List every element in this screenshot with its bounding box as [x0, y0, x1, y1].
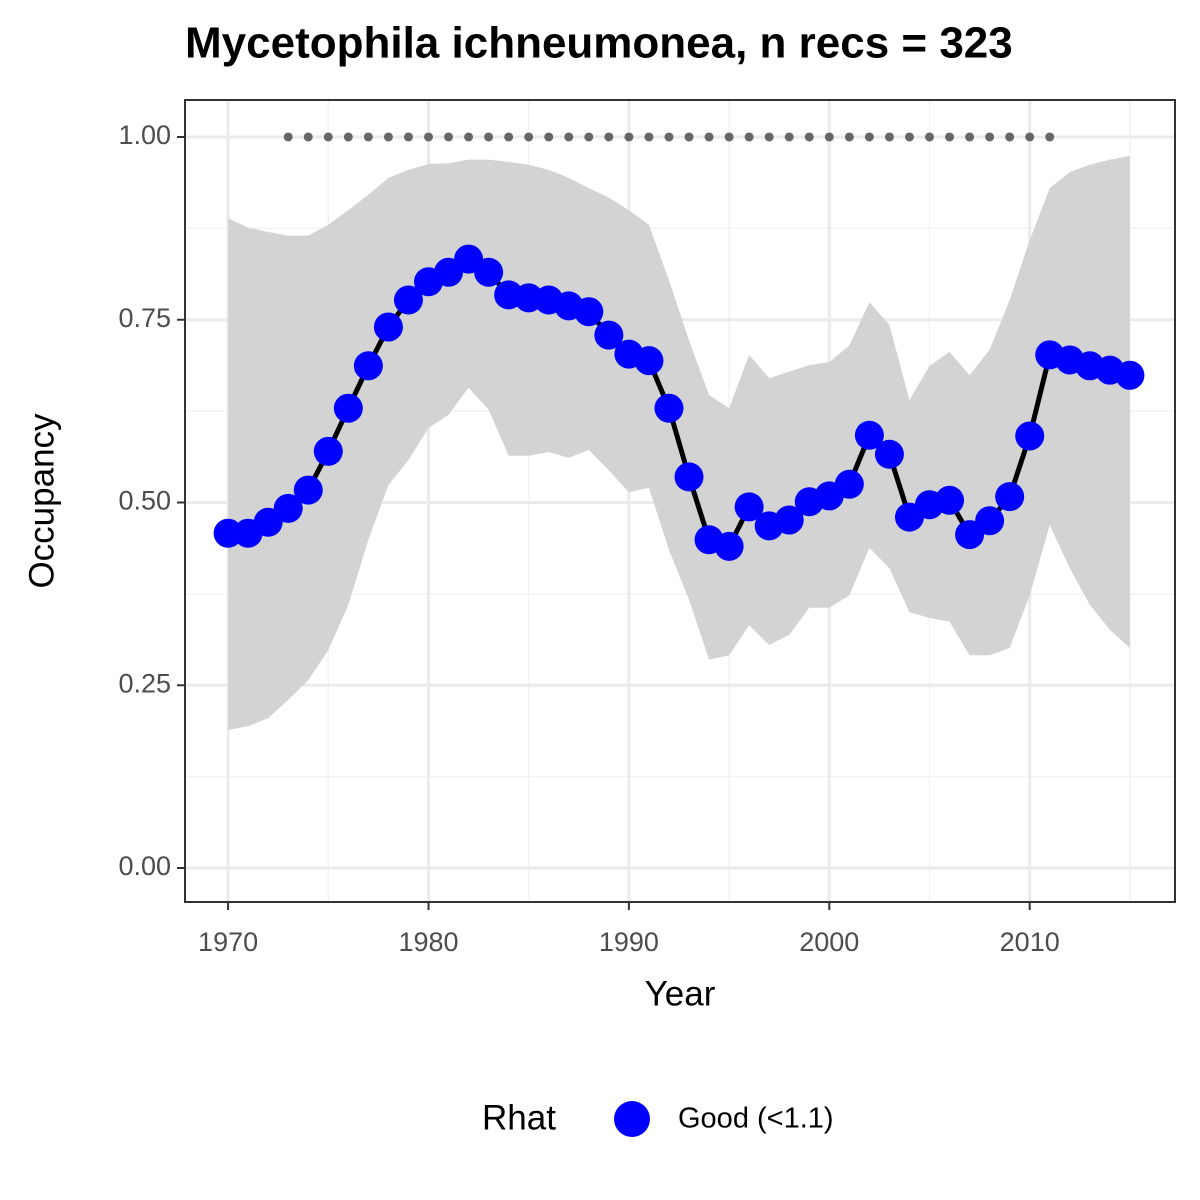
data-point	[674, 462, 704, 492]
data-point	[213, 518, 243, 548]
x-axis-title: Year	[645, 974, 716, 1013]
record-dot	[945, 132, 955, 142]
data-point	[834, 469, 864, 499]
record-dot	[904, 132, 914, 142]
data-point	[774, 505, 804, 535]
y-tick-label: 0.25	[118, 668, 171, 698]
x-tick-label: 2000	[799, 927, 859, 957]
chart-title: Mycetophila ichneumonea, n recs = 323	[185, 19, 1013, 68]
legend-title: Rhat	[482, 1098, 556, 1137]
data-point	[333, 393, 363, 423]
data-point	[353, 351, 383, 381]
data-point	[734, 492, 764, 522]
record-dot	[804, 132, 814, 142]
data-point	[935, 485, 965, 515]
record-dot	[303, 132, 313, 142]
record-dot	[644, 132, 654, 142]
record-dot	[864, 132, 874, 142]
record-dot	[524, 132, 534, 142]
record-dot	[764, 132, 774, 142]
data-point	[474, 257, 504, 287]
data-point	[393, 285, 423, 315]
record-dot	[985, 132, 995, 142]
data-point	[594, 320, 624, 350]
x-tick-label: 2010	[1000, 927, 1060, 957]
data-point	[1115, 360, 1145, 390]
data-point	[854, 420, 884, 450]
record-dot	[604, 132, 614, 142]
data-point	[975, 506, 1005, 536]
data-point	[714, 531, 744, 561]
y-tick-label: 0.00	[118, 851, 171, 881]
record-dot	[564, 132, 574, 142]
legend-key	[614, 1101, 650, 1137]
record-dot	[383, 132, 393, 142]
data-point	[654, 393, 684, 423]
record-dot	[784, 132, 794, 142]
record-dot	[544, 132, 554, 142]
data-point	[874, 439, 904, 469]
data-point	[995, 482, 1025, 512]
record-dot	[1005, 132, 1015, 142]
record-dot	[744, 132, 754, 142]
panel-border	[184, 99, 1176, 903]
data-point	[313, 436, 343, 466]
record-dot	[884, 132, 894, 142]
legend-label: Good (<1.1)	[678, 1103, 834, 1135]
record-dot	[484, 132, 494, 142]
record-dot	[824, 132, 834, 142]
y-tick-label: 0.75	[118, 303, 171, 333]
record-dot	[444, 132, 454, 142]
data-point	[293, 475, 323, 505]
y-axis-title: Occupancy	[22, 413, 61, 589]
record-dot	[684, 132, 694, 142]
record-dot	[423, 132, 433, 142]
y-tick-label: 0.50	[118, 486, 171, 516]
record-dot	[363, 132, 373, 142]
record-dot	[724, 132, 734, 142]
record-dot	[343, 132, 353, 142]
record-dot	[584, 132, 594, 142]
x-tick-label: 1990	[599, 927, 659, 957]
record-dot	[844, 132, 854, 142]
x-tick-label: 1970	[198, 927, 258, 957]
record-dot	[704, 132, 714, 142]
record-dot	[1045, 132, 1055, 142]
data-point	[634, 346, 664, 376]
record-dot	[925, 132, 935, 142]
record-dot	[403, 132, 413, 142]
data-point	[273, 493, 303, 523]
record-dot	[323, 132, 333, 142]
record-dot	[504, 132, 514, 142]
record-dot	[664, 132, 674, 142]
record-dot	[464, 132, 474, 142]
data-point	[574, 297, 604, 327]
record-dot	[1025, 132, 1035, 142]
record-dot	[283, 132, 293, 142]
x-tick-label: 1980	[398, 927, 458, 957]
record-dot	[624, 132, 634, 142]
y-tick-label: 1.00	[118, 120, 171, 150]
data-point	[1015, 421, 1045, 451]
data-point	[373, 312, 403, 342]
record-dot	[965, 132, 975, 142]
